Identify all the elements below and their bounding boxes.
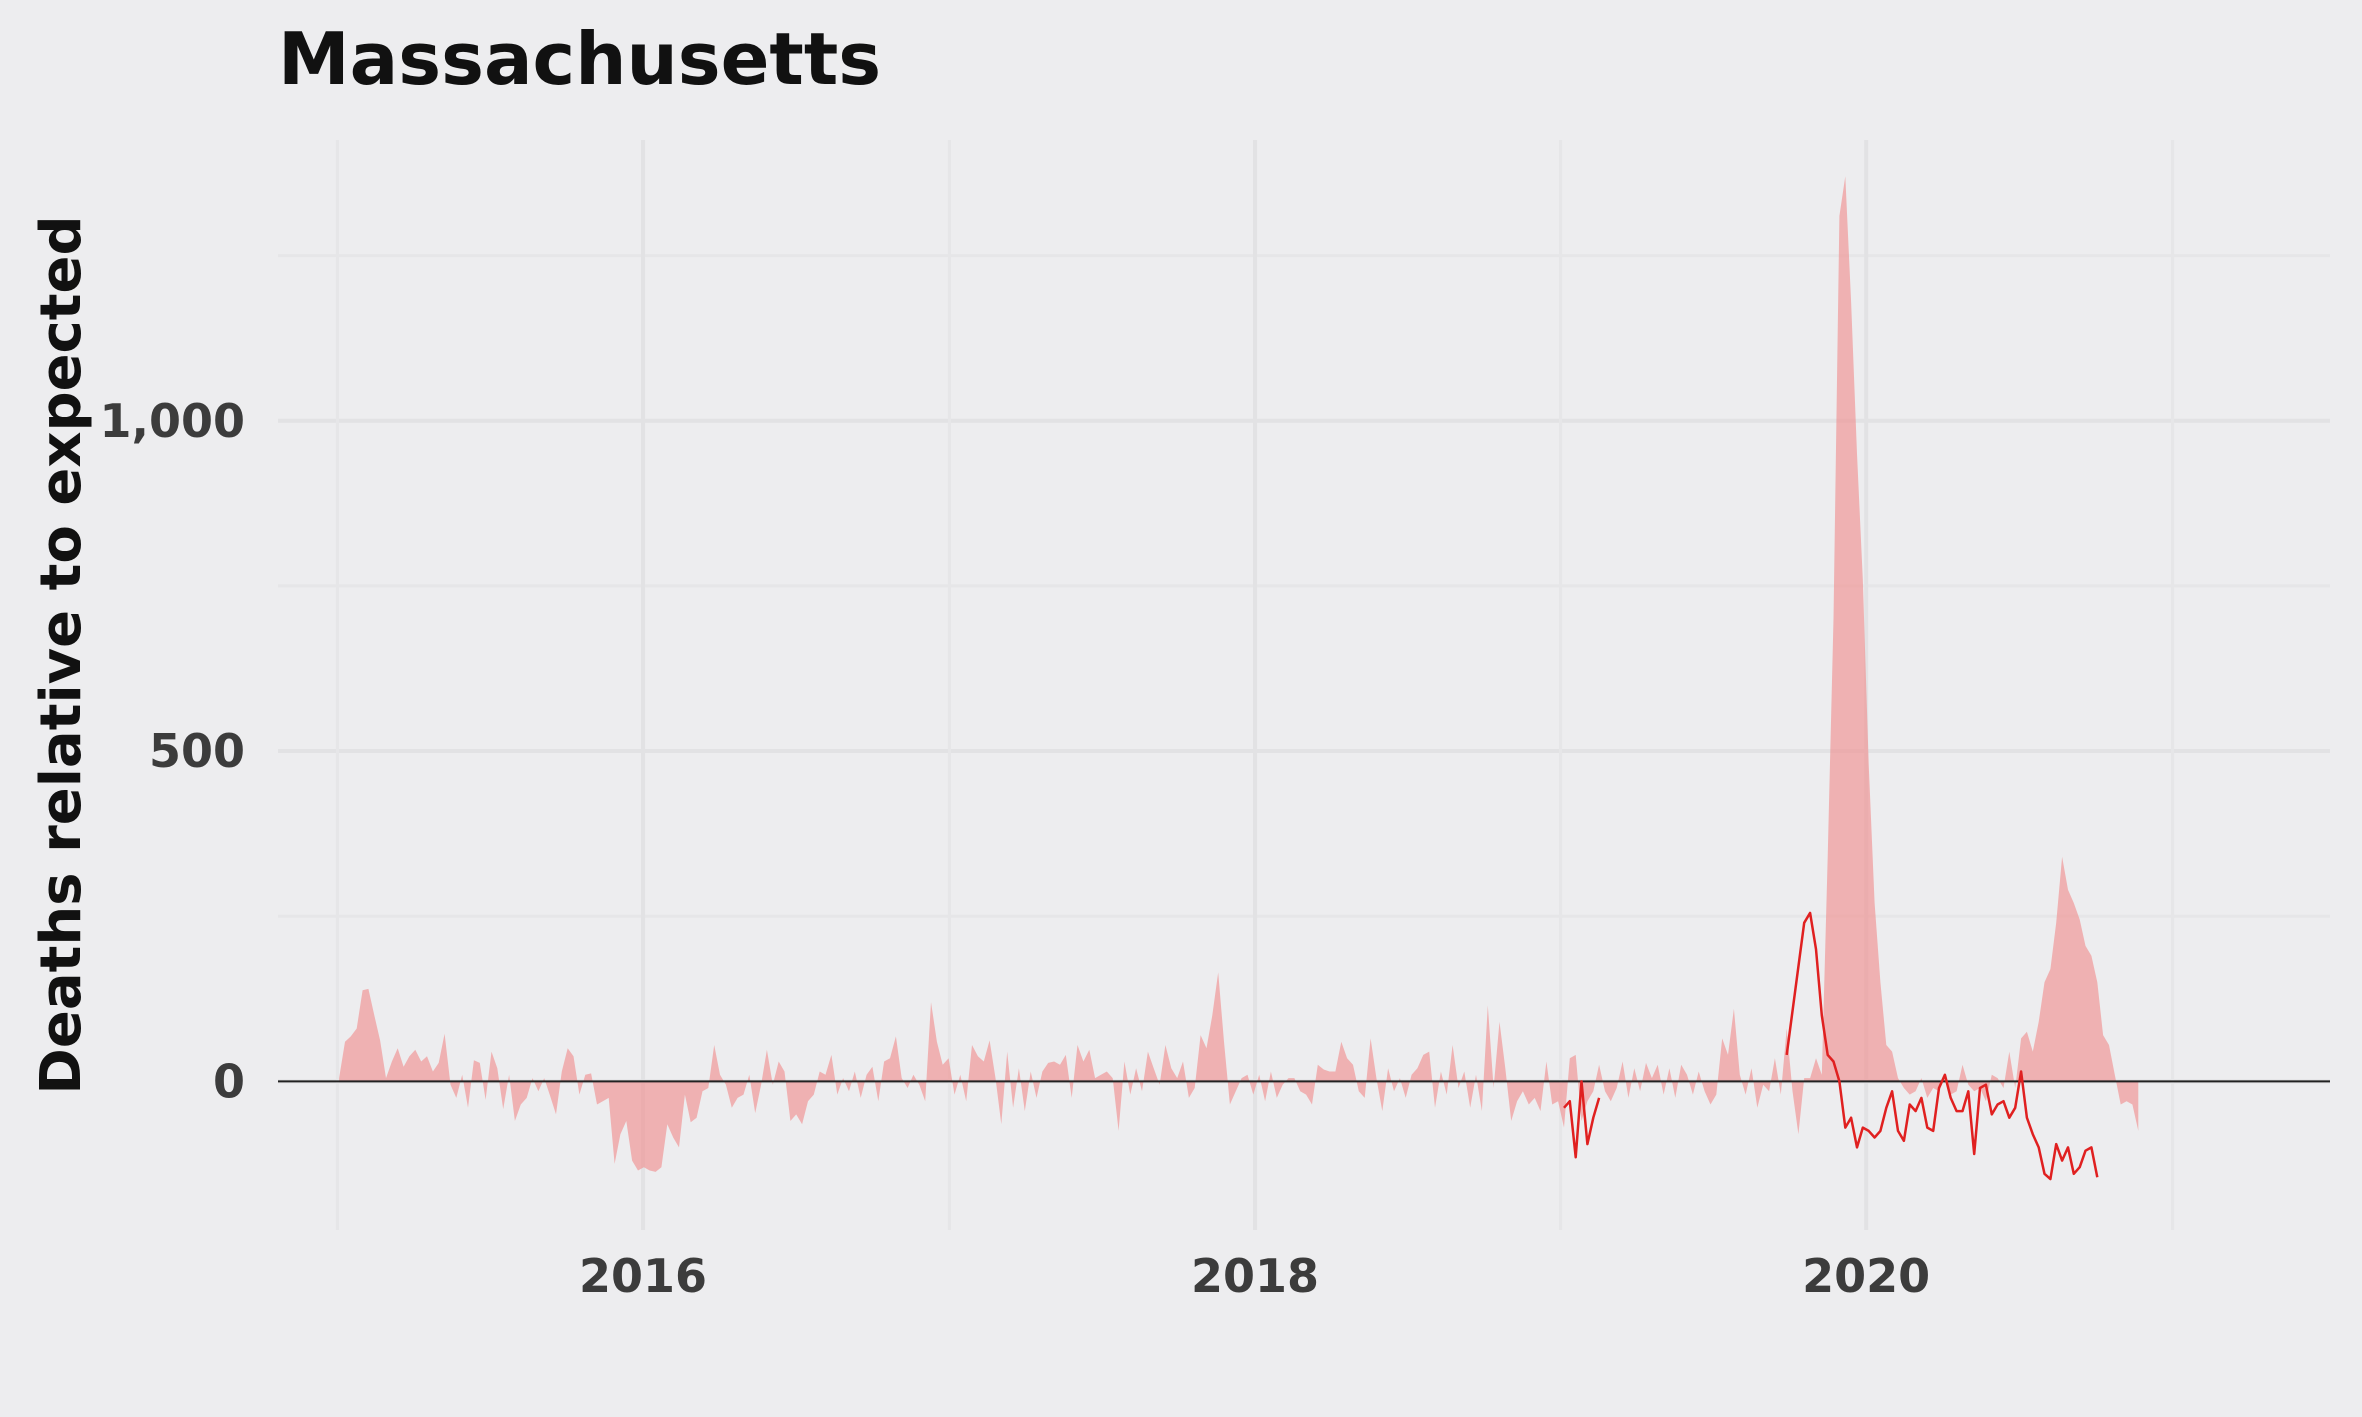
comparison-line (1563, 911, 2099, 1181)
y-tick-label: 500 (149, 724, 245, 778)
x-axis-ticks: 2016 2018 2020 (579, 1249, 1930, 1303)
line-layer (1563, 911, 2099, 1181)
x-tick-label: 2018 (1191, 1249, 1319, 1303)
chart-title: Massachusetts (278, 17, 881, 101)
y-tick-label: 1,000 (99, 394, 245, 448)
y-tick-label: 0 (213, 1054, 245, 1108)
y-axis-label: Deaths relative to expected (29, 215, 94, 1094)
y-axis-ticks: 0 500 1,000 (99, 394, 245, 1109)
grid (278, 140, 2330, 1230)
excess-deaths-area (339, 176, 2139, 1172)
x-tick-label: 2016 (579, 1249, 707, 1303)
x-tick-label: 2020 (1802, 1249, 1930, 1303)
area-layer (339, 176, 2139, 1172)
